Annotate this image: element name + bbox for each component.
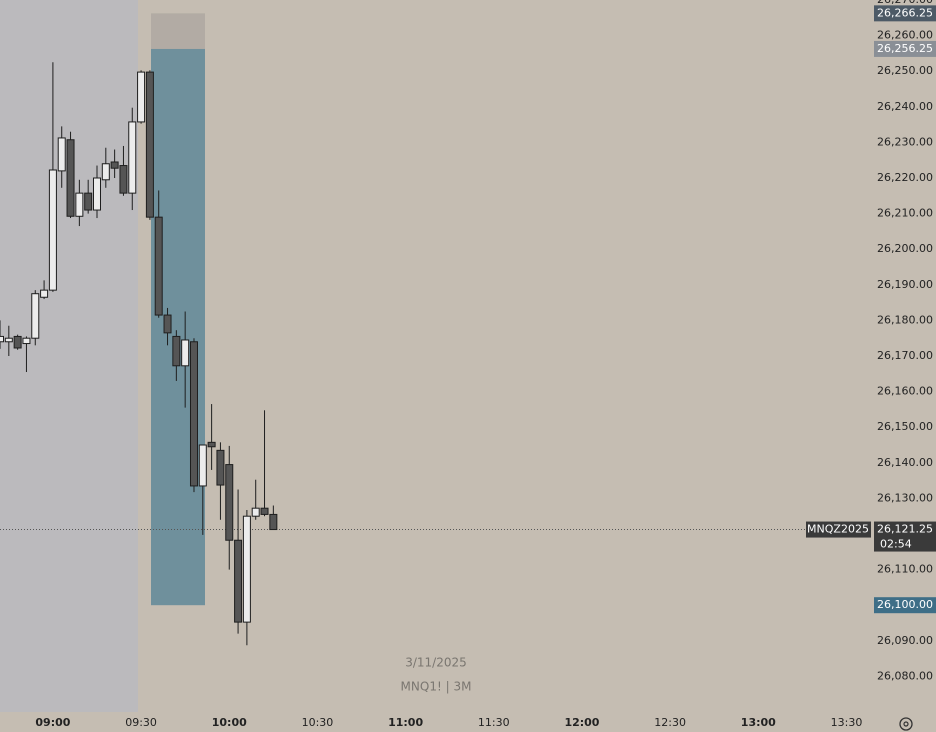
y-tick-label: 26,230.00 — [877, 135, 933, 148]
target-price-label-box — [874, 597, 936, 614]
y-tick-label: 26,200.00 — [877, 242, 933, 255]
y-tick-label: 26,260.00 — [877, 29, 933, 42]
x-tick-label: 12:00 — [564, 716, 599, 729]
candle-body — [128, 121, 137, 194]
candle-body — [66, 139, 75, 217]
candle-body — [260, 507, 269, 515]
candle-body — [225, 464, 234, 541]
target-price-label: 26,100.00 — [877, 598, 933, 611]
x-tick-label: 10:30 — [302, 716, 334, 729]
candle-body — [251, 507, 260, 517]
candle-body — [119, 165, 128, 194]
y-tick-label: 26,140.00 — [877, 456, 933, 469]
candle-body — [84, 192, 93, 211]
stop-zone — [151, 13, 205, 49]
y-tick-label: 26,190.00 — [877, 278, 933, 291]
y-tick-label: 26,250.00 — [877, 64, 933, 77]
y-tick-label: 26,210.00 — [877, 207, 933, 220]
candle-body — [13, 335, 22, 349]
x-tick-label: 11:00 — [388, 716, 423, 729]
y-tick-label: 26,180.00 — [877, 313, 933, 326]
session-shade — [0, 0, 138, 712]
stop-price-label: 26,266.25 — [877, 6, 933, 19]
countdown: 02:54 — [880, 538, 912, 551]
y-tick-label: 26,240.00 — [877, 100, 933, 113]
candle-body — [189, 341, 198, 487]
settings-icon[interactable] — [899, 717, 913, 731]
y-tick-label: 26,270.00 — [877, 0, 933, 6]
candle-body — [145, 71, 154, 218]
x-tick-label: 13:00 — [741, 716, 776, 729]
candle-body — [172, 335, 181, 367]
candle-body — [75, 192, 84, 217]
entry-price-label-box — [874, 40, 936, 57]
candle-body — [207, 441, 216, 448]
y-tick-label: 26,130.00 — [877, 491, 933, 504]
watermark-symbol: MNQ1! | 3M — [401, 680, 472, 694]
y-tick-label: 26,110.00 — [877, 563, 933, 576]
y-tick-label: 26,080.00 — [877, 669, 933, 682]
candle-body — [269, 513, 278, 531]
candle-body — [163, 314, 172, 334]
x-tick-label: 11:30 — [478, 716, 510, 729]
candle-body — [216, 449, 225, 486]
symbol-label: MNQZ2025 — [807, 523, 869, 536]
watermark-date: 3/11/2025 — [405, 656, 467, 670]
candle-body — [4, 337, 13, 343]
candle-body — [101, 163, 110, 181]
candle-body — [154, 216, 163, 316]
candle-body — [137, 71, 146, 123]
target-zone — [151, 48, 205, 606]
stop-price-label-box — [874, 5, 936, 22]
candle-body — [181, 339, 190, 367]
x-tick-label: 12:30 — [654, 716, 686, 729]
x-tick-label: 13:30 — [831, 716, 863, 729]
y-tick-label: 26,090.00 — [877, 634, 933, 647]
candle-body — [0, 335, 4, 343]
y-tick-label: 26,160.00 — [877, 385, 933, 398]
entry-price-label: 26,256.25 — [877, 42, 933, 55]
candle-body — [48, 169, 57, 291]
candle-body — [57, 137, 66, 172]
candle-body — [234, 539, 243, 623]
current-price-label: 26,121.25 — [877, 523, 933, 536]
y-tick-label: 26,150.00 — [877, 420, 933, 433]
candle-body — [198, 444, 207, 487]
y-tick-label: 26,170.00 — [877, 349, 933, 362]
candle-body — [242, 515, 251, 623]
candle-body — [110, 161, 119, 169]
y-tick-label: 26,220.00 — [877, 171, 933, 184]
x-tick-label: 09:30 — [125, 716, 157, 729]
candle-body — [31, 293, 40, 339]
candle-body — [40, 289, 49, 298]
x-tick-label: 10:00 — [212, 716, 247, 729]
candle-body — [22, 337, 31, 345]
candle-body — [92, 177, 101, 211]
current-price-label-box — [874, 521, 936, 552]
symbol-box — [806, 521, 871, 538]
x-tick-label: 09:00 — [35, 716, 70, 729]
